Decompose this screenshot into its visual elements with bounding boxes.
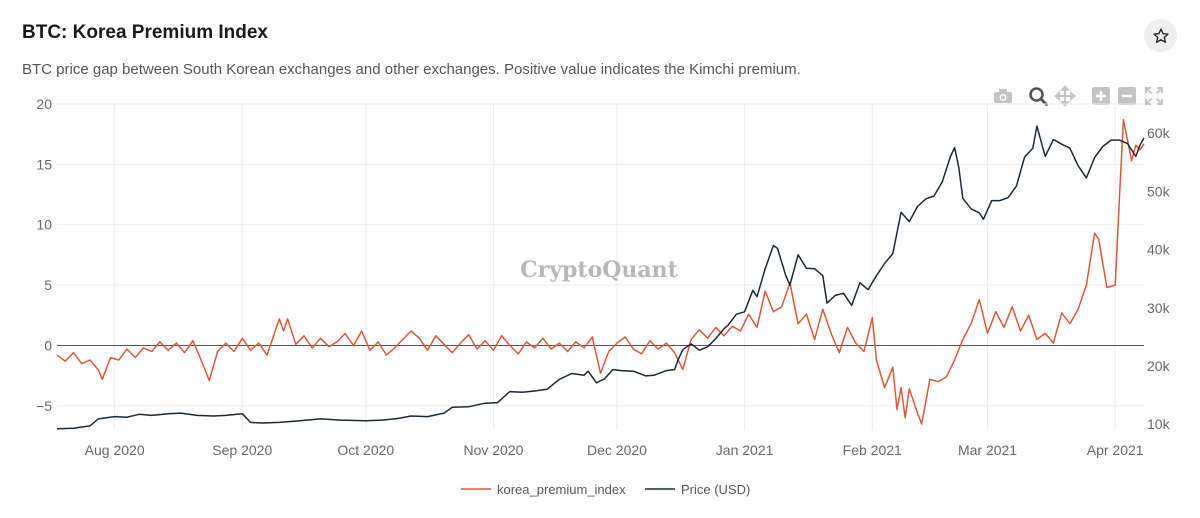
watermark: CryptoQuant [520, 257, 679, 283]
zoom-out-button[interactable] [1116, 85, 1138, 107]
y-left-tick-label: −5 [36, 398, 52, 414]
camera-icon [994, 89, 1012, 103]
y-right-tick-label: 30k [1147, 300, 1171, 316]
y-right-tick-label: 60k [1147, 125, 1171, 141]
pan-icon [1053, 84, 1077, 108]
y-right-tick-label: 50k [1147, 183, 1171, 199]
download-plot-button[interactable] [992, 85, 1014, 107]
x-tick-label: Jan 2021 [716, 442, 774, 458]
page-subtitle: BTC price gap between South Korean excha… [22, 61, 801, 78]
legend-item-korea-premium[interactable]: korea_premium_index [461, 482, 626, 497]
korea-premium-line [56, 118, 1145, 425]
zoom-icon [1029, 87, 1048, 106]
y-right-tick-label: 20k [1147, 358, 1171, 374]
x-tick-label: Sep 2020 [212, 442, 272, 458]
y-right-tick-label: 10k [1147, 416, 1171, 432]
autoscale-icon [1145, 87, 1163, 105]
y-left-tick-label: 5 [44, 277, 52, 293]
page-title: BTC: Korea Premium Index [22, 22, 268, 43]
zoom-out-icon [1118, 87, 1136, 105]
y-left-tick-label: 0 [44, 337, 52, 353]
pan-mode-button[interactable] [1053, 84, 1077, 108]
x-tick-label: Dec 2020 [587, 442, 647, 458]
zoom-in-icon [1092, 87, 1110, 105]
legend-item-price[interactable]: Price (USD) [645, 482, 750, 497]
y-left-tick-label: 10 [36, 217, 52, 233]
x-tick-label: Aug 2020 [85, 442, 145, 458]
y-left-tick-label: 20 [36, 96, 52, 112]
legend-label: korea_premium_index [497, 482, 626, 497]
y-left-tick-label: 15 [36, 156, 52, 172]
legend-label: Price (USD) [681, 482, 750, 497]
zoom-in-button[interactable] [1090, 85, 1112, 107]
x-tick-label: Oct 2020 [337, 442, 394, 458]
y-right-tick-label: 40k [1147, 242, 1171, 258]
favorite-button[interactable] [1144, 19, 1177, 52]
x-tick-label: Nov 2020 [463, 442, 523, 458]
zoom-mode-button[interactable] [1027, 85, 1049, 107]
autoscale-button[interactable] [1143, 85, 1165, 107]
star-icon [1152, 27, 1169, 43]
x-tick-label: Mar 2021 [958, 442, 1017, 458]
price-line [56, 125, 1145, 430]
x-tick-label: Apr 2021 [1087, 442, 1144, 458]
x-tick-label: Feb 2021 [843, 442, 902, 458]
